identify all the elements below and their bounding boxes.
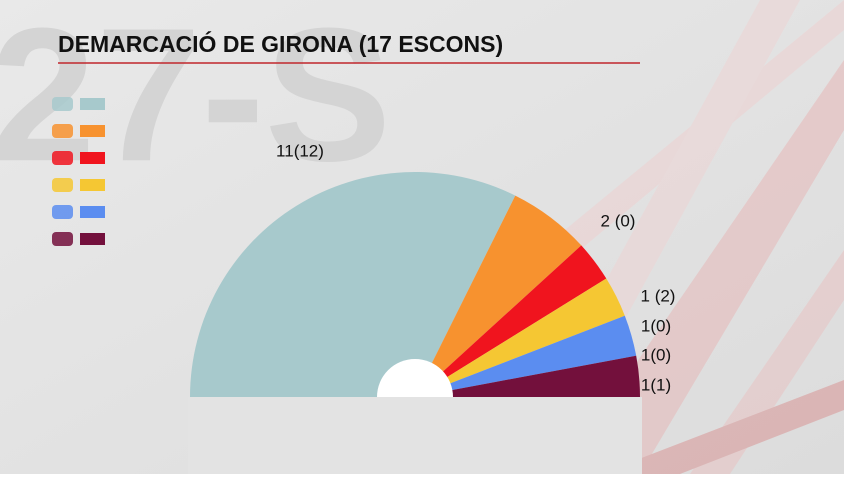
value-label: 1 (2) (641, 286, 676, 305)
seat-segment (415, 355, 640, 397)
value-label: 1(0) (641, 345, 671, 364)
legend-swatch (80, 152, 105, 164)
seat-segment (415, 315, 637, 397)
legend-swatch (80, 125, 105, 137)
value-label: 2 (0) (601, 211, 636, 230)
value-label: 1(0) (641, 316, 671, 335)
legend-swatch (80, 179, 105, 191)
legend-logo (52, 205, 73, 219)
legend-logo (52, 151, 73, 165)
seat-segment (415, 195, 582, 397)
chart-title: DEMARCACIÓ DE GIRONA (17 ESCONS) (58, 30, 503, 57)
legend (52, 97, 105, 246)
value-label: 1(1) (641, 375, 671, 394)
legend-logo (52, 124, 73, 138)
seat-segment (415, 278, 625, 397)
seat-segment (415, 245, 607, 397)
legend-swatch (80, 98, 105, 110)
plot: 11(12) 2 (0) 1 (2) 1(0) 1(0) 1(1) (188, 141, 676, 477)
value-label: 11(12) (276, 141, 324, 160)
base-cover (188, 397, 642, 477)
seat-segment (190, 171, 516, 397)
legend-swatch (80, 233, 105, 245)
legend-logo (52, 178, 73, 192)
legend-logo (52, 97, 73, 111)
legend-logo (52, 232, 73, 246)
legend-swatch (80, 206, 105, 218)
